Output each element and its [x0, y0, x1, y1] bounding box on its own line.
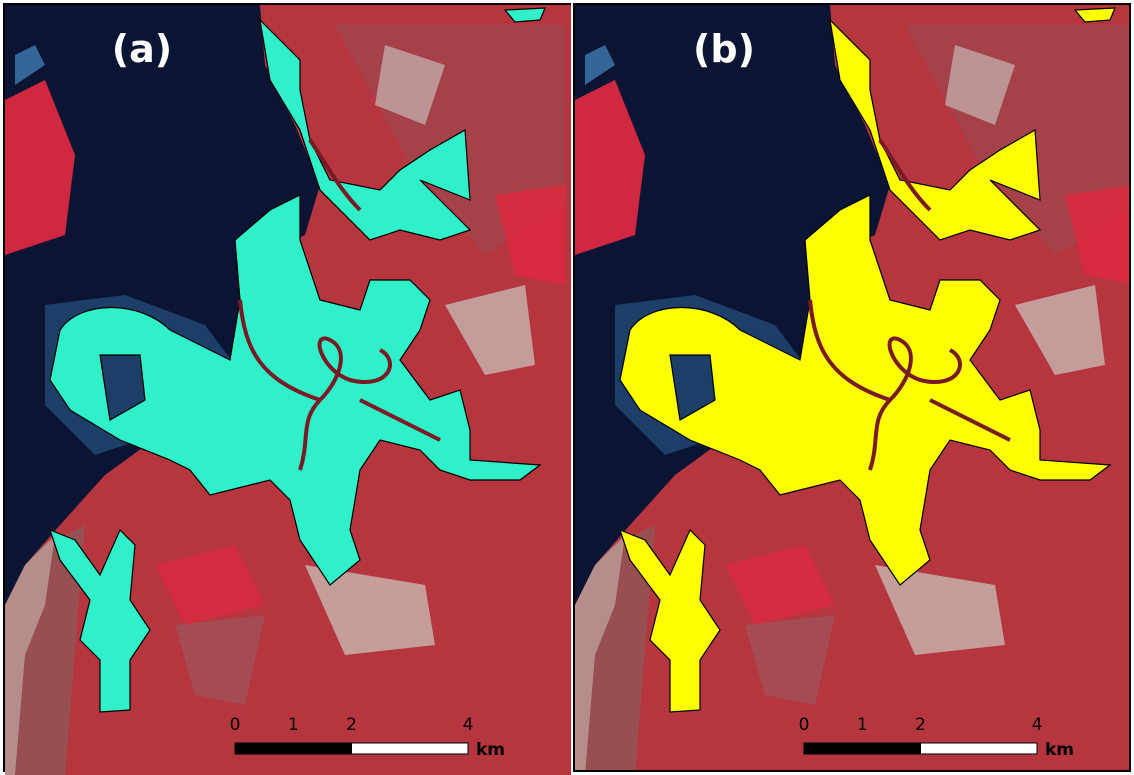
scale-tick-label: 4: [463, 715, 474, 735]
scale-bar-segment: [235, 743, 352, 754]
scale-tick-label: 1: [288, 715, 299, 735]
scale-tick-label: 2: [915, 715, 926, 735]
scale-unit: km: [1045, 740, 1074, 760]
scale-tick-label: 1: [857, 715, 868, 735]
panel-b: (b) 0 1 2 4km: [574, 4, 1134, 775]
panel-label: (a): [112, 27, 172, 71]
page: (a) 0124km (b) 0124km (() => { const dat…: [0, 0, 1134, 775]
scale-tick-label: 0: [799, 715, 810, 735]
scale-bar-segment: [352, 743, 469, 754]
scale-tick-label: 4: [1032, 715, 1043, 735]
panel-a: (a) 0 1 2 4km: [4, 4, 571, 775]
map-figure: (a) 0124km (b) 0124km: [0, 0, 1134, 775]
scale-bar-segment: [804, 743, 921, 754]
scale-bar-segment: [921, 743, 1038, 754]
scale-unit: km: [476, 740, 505, 760]
panel-label: (b): [693, 27, 755, 71]
scale-tick-label: 0: [230, 715, 241, 735]
panel-b-clip: [575, 5, 1134, 775]
scale-tick-label: 2: [346, 715, 357, 735]
